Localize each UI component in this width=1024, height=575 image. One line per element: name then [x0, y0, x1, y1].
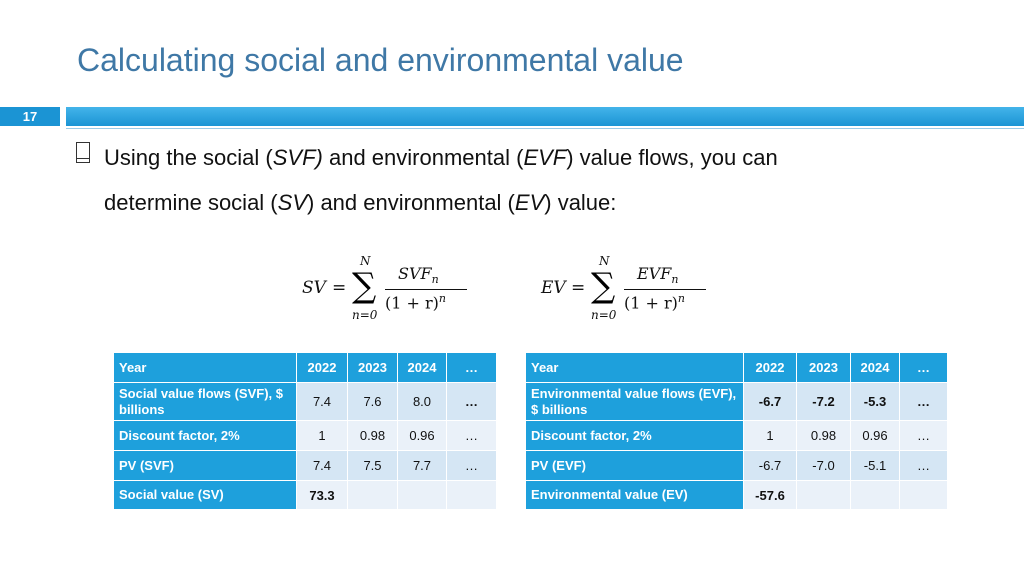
text-run: determine social (	[104, 190, 278, 215]
table-cell: 73.3	[297, 481, 348, 510]
table-cell: 7.7	[398, 451, 447, 481]
table-cell: PV (EVF)	[526, 451, 744, 481]
table-cell	[398, 481, 447, 510]
header-cell: Year	[526, 353, 744, 383]
bullet-line: determine social (SV) and environmental …	[104, 190, 616, 216]
fraction-bar	[624, 289, 706, 290]
table-cell: …	[900, 383, 948, 421]
text-run: EV	[514, 190, 545, 215]
text-run: ) and environmental (	[307, 190, 515, 215]
table-cell	[851, 481, 900, 510]
formula-lhs: EV	[541, 278, 566, 298]
table-cell: 0.96	[851, 421, 900, 451]
table-cell: -6.7	[744, 383, 797, 421]
formula-sub: n	[431, 273, 439, 287]
table-cell	[447, 481, 497, 510]
header-bar	[66, 107, 1024, 126]
sigma: ∑	[591, 266, 616, 306]
table-cell: …	[900, 451, 948, 481]
table-cell: -5.3	[851, 383, 900, 421]
text-run: and environmental (	[322, 145, 524, 170]
table-cell: 0.98	[797, 421, 851, 451]
text-run: EVF	[523, 145, 567, 170]
table-cell: …	[447, 451, 497, 481]
formula-denominator: (1 + r)n	[385, 292, 446, 313]
header-cell: 2023	[348, 353, 398, 383]
table-cell: …	[900, 421, 948, 451]
table-cell: 1	[297, 421, 348, 451]
table-cell: 7.4	[297, 383, 348, 421]
table-cell: 7.6	[348, 383, 398, 421]
table-cell: 0.96	[398, 421, 447, 451]
text-run: SV	[277, 190, 307, 215]
header-rule	[66, 128, 1024, 129]
formula-denominator: (1 + r)n	[624, 292, 685, 313]
table-cell: 7.4	[297, 451, 348, 481]
table-cell	[348, 481, 398, 510]
table-cell: Discount factor, 2%	[114, 421, 297, 451]
table-cell: 0.98	[348, 421, 398, 451]
table-cell: -7.2	[797, 383, 851, 421]
bullet-icon	[76, 158, 90, 163]
formula-exp: n	[438, 292, 446, 305]
formula-upper: N	[360, 254, 371, 268]
fraction-bar	[385, 289, 467, 290]
header-cell: 2022	[297, 353, 348, 383]
table-cell: …	[447, 421, 497, 451]
table-cell	[797, 481, 851, 510]
table-cell: Environmental value flows (EVF), $ billi…	[526, 383, 744, 421]
slide-number: 17	[0, 107, 60, 126]
sigma: ∑	[352, 266, 377, 306]
table-cell: -5.1	[851, 451, 900, 481]
header-cell: 2023	[797, 353, 851, 383]
text-run: ) value flows, you can	[566, 145, 778, 170]
header-cell: Year	[114, 353, 297, 383]
bullet-line: Using the social (SVF) and environmental…	[104, 145, 778, 171]
table-cell: 7.5	[348, 451, 398, 481]
table-cell: Discount factor, 2%	[526, 421, 744, 451]
table-cell: Environmental value (EV)	[526, 481, 744, 510]
formula-eq: =	[571, 278, 586, 298]
title: Calculating social and environmental val…	[77, 42, 684, 78]
formula-exp: n	[677, 292, 685, 305]
formula-numerator: SVFn	[398, 264, 439, 287]
bullet-icon	[76, 142, 90, 159]
table-cell: -57.6	[744, 481, 797, 510]
formula-upper: N	[599, 254, 610, 268]
header-cell: 2022	[744, 353, 797, 383]
formula-lhs: SV	[302, 278, 326, 298]
header-cell: …	[900, 353, 948, 383]
table-cell: -6.7	[744, 451, 797, 481]
formula-sub: n	[671, 273, 679, 287]
table-cell: …	[447, 383, 497, 421]
table-cell: Social value (SV)	[114, 481, 297, 510]
header-cell: 2024	[398, 353, 447, 383]
table-cell	[900, 481, 948, 510]
text-run: SVF)	[272, 145, 323, 170]
text-run: Using the social (	[104, 145, 273, 170]
table-cell: PV (SVF)	[114, 451, 297, 481]
header-cell: 2024	[851, 353, 900, 383]
text-run: ) value:	[544, 190, 617, 215]
table-cell: Social value flows (SVF), $ billions	[114, 383, 297, 421]
table-cell: 8.0	[398, 383, 447, 421]
formula-lower: n=0	[352, 308, 378, 322]
formula-numerator: EVFn	[637, 264, 679, 287]
formula-eq: =	[332, 278, 347, 298]
table-cell: -7.0	[797, 451, 851, 481]
formula-lower: n=0	[591, 308, 617, 322]
table-cell: 1	[744, 421, 797, 451]
header-cell: …	[447, 353, 497, 383]
